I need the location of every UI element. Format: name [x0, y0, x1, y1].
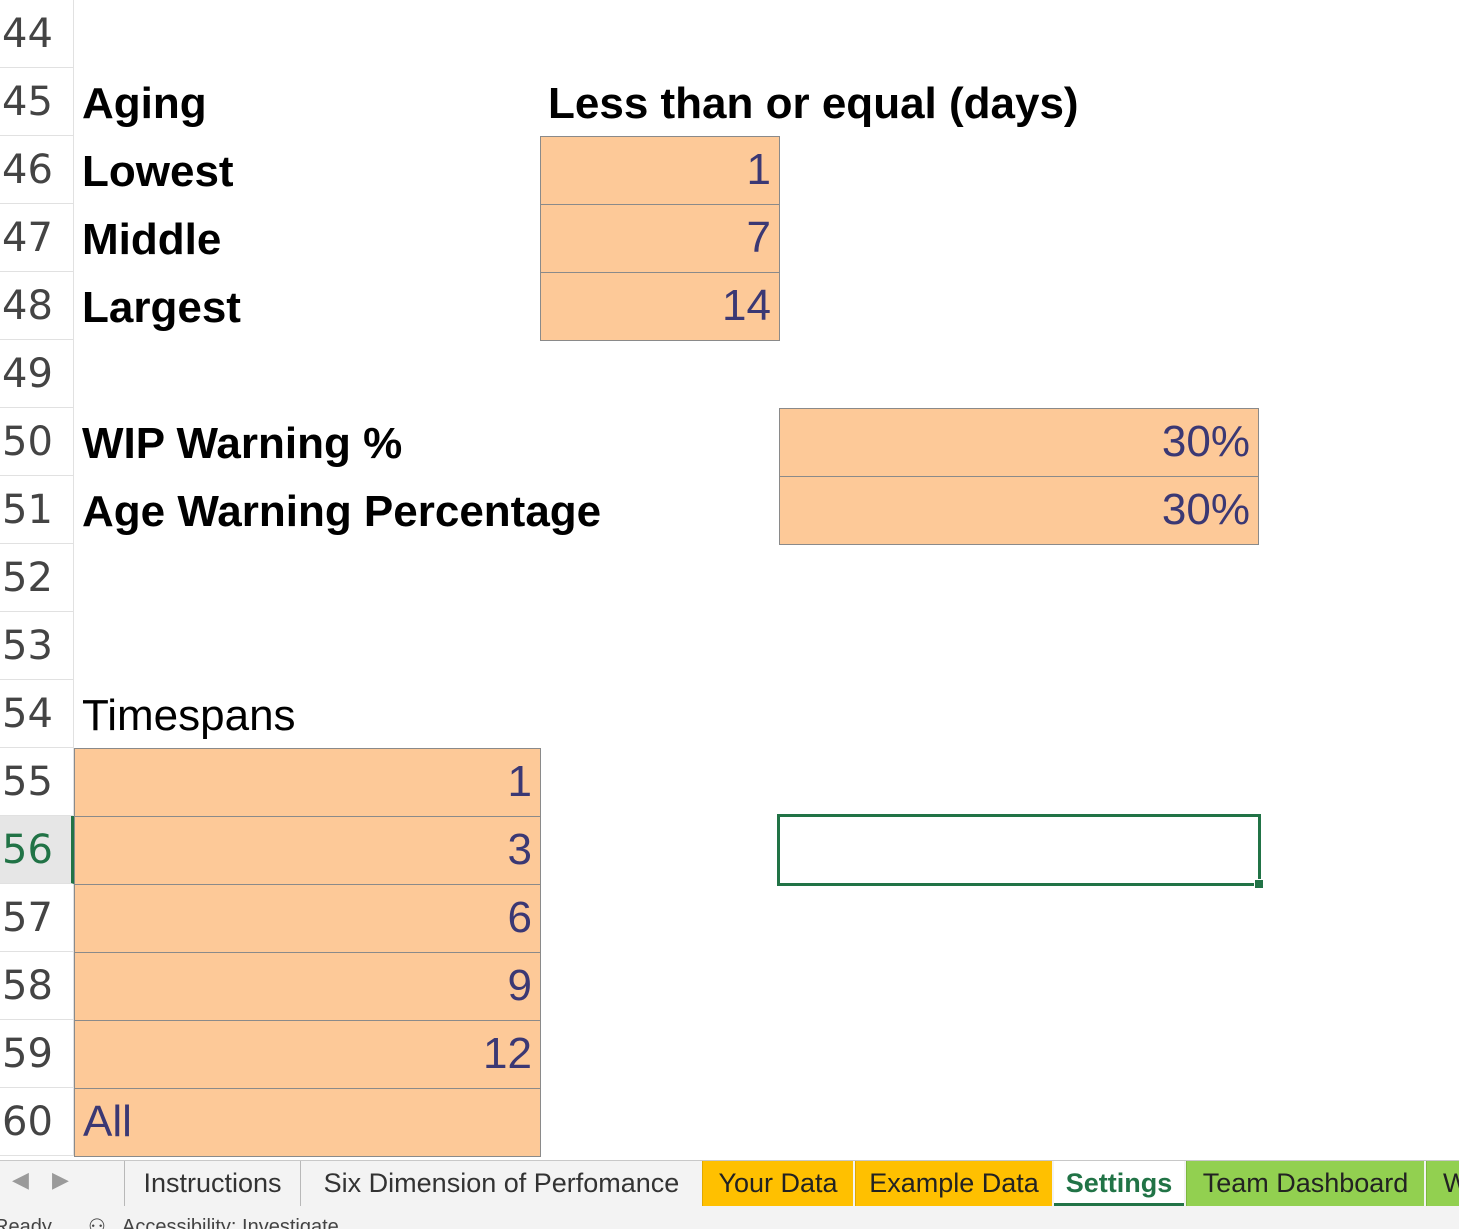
wip-warning-value[interactable]: 30% — [779, 408, 1259, 477]
status-bar: Ready ⚇ Accessibility: Investigate — [0, 1206, 1459, 1229]
sheet-tab-bar: ◀ ▶ Instructions Six Dimension of Perfom… — [0, 1160, 1459, 1206]
timespan-value-3[interactable]: 6 — [74, 884, 541, 953]
age-warning-label[interactable]: Age Warning Percentage — [82, 487, 602, 536]
wip-warning-label[interactable]: WIP Warning % — [82, 419, 403, 468]
fill-handle[interactable] — [1254, 879, 1264, 889]
active-cell-selection[interactable] — [777, 814, 1264, 889]
tab-team-dashboard[interactable]: Team Dashboard — [1186, 1161, 1424, 1206]
chevron-left-icon[interactable]: ◀ — [12, 1167, 29, 1192]
tab-settings[interactable]: Settings — [1054, 1161, 1184, 1206]
row-header-46[interactable]: 46 — [0, 136, 74, 204]
aging-column-header[interactable]: Less than or equal (days) — [548, 79, 1079, 128]
row-header-58[interactable]: 58 — [0, 952, 74, 1020]
row-header-54[interactable]: 54 — [0, 680, 74, 748]
timespan-value-all[interactable]: All — [74, 1088, 541, 1157]
aging-title[interactable]: Aging — [82, 79, 207, 128]
row-header-47[interactable]: 47 — [0, 204, 74, 272]
timespan-value-4[interactable]: 9 — [74, 952, 541, 1021]
timespan-value-5[interactable]: 12 — [74, 1020, 541, 1089]
aging-lowest-label[interactable]: Lowest — [82, 147, 234, 196]
status-accessibility[interactable]: Accessibility: Investigate — [122, 1216, 339, 1229]
tab-example-data[interactable]: Example Data — [855, 1161, 1052, 1206]
chevron-right-icon[interactable]: ▶ — [52, 1167, 69, 1192]
row-header-45[interactable]: 45 — [0, 68, 74, 136]
row-header-50[interactable]: 50 — [0, 408, 74, 476]
status-ready: Ready — [0, 1216, 52, 1229]
timespan-value-1[interactable]: 1 — [74, 748, 541, 817]
row-header-48[interactable]: 48 — [0, 272, 74, 340]
row-header-51[interactable]: 51 — [0, 476, 74, 544]
aging-middle-value[interactable]: 7 — [540, 204, 780, 273]
timespans-title[interactable]: Timespans — [82, 691, 296, 740]
row-header-53[interactable]: 53 — [0, 612, 74, 680]
tab-six-dimension[interactable]: Six Dimension of Perfomance — [300, 1161, 702, 1206]
tab-instructions[interactable]: Instructions — [124, 1161, 300, 1206]
tab-your-data[interactable]: Your Data — [702, 1161, 853, 1206]
row-header-56[interactable]: 56 — [0, 816, 74, 884]
worksheet-grid[interactable]: 44 45 46 47 48 49 50 51 52 53 54 55 56 5… — [0, 0, 1459, 1160]
tab-next-partial[interactable]: W — [1426, 1161, 1459, 1206]
row-header-57[interactable]: 57 — [0, 884, 74, 952]
row-header-60[interactable]: 60 — [0, 1088, 74, 1156]
aging-largest-label[interactable]: Largest — [82, 283, 241, 332]
row-header-49[interactable]: 49 — [0, 340, 74, 408]
aging-largest-value[interactable]: 14 — [540, 272, 780, 341]
aging-middle-label[interactable]: Middle — [82, 215, 222, 264]
row-header-55[interactable]: 55 — [0, 748, 74, 816]
accessibility-icon[interactable]: ⚇ — [88, 1216, 106, 1229]
aging-lowest-value[interactable]: 1 — [540, 136, 780, 205]
timespan-value-2[interactable]: 3 — [74, 816, 541, 885]
age-warning-value[interactable]: 30% — [779, 476, 1259, 545]
row-header-59[interactable]: 59 — [0, 1020, 74, 1088]
row-header-52[interactable]: 52 — [0, 544, 74, 612]
row-header-44[interactable]: 44 — [0, 0, 74, 68]
